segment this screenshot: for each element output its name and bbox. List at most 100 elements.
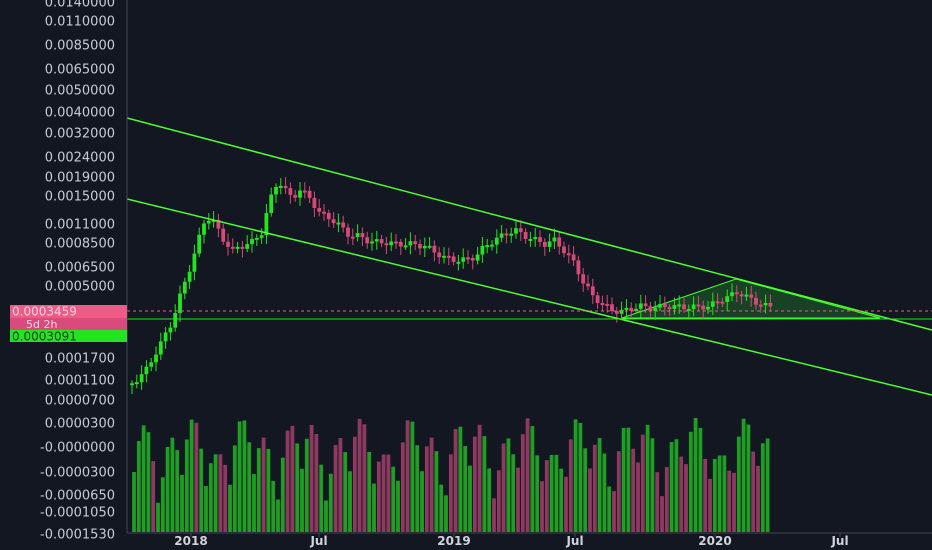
volume-bar (439, 484, 444, 532)
volume-bar (357, 418, 362, 532)
candle-body (499, 233, 504, 238)
volume-bar (741, 418, 746, 532)
x-tick-label: 2019 (437, 534, 470, 548)
candle-body (730, 292, 734, 297)
y-tick-label: 0.0000300 (45, 417, 115, 432)
x-axis-ticks[interactable]: 2018 Jul 2019 Jul 2020 Jul (174, 533, 849, 548)
candle-body (475, 254, 480, 261)
volume-bar (184, 439, 189, 532)
volume-bar (266, 448, 271, 532)
y-axis-ticks[interactable]: 0.0140000 0.0110000 0.0085000 0.0065000 0.00… (40, 0, 115, 543)
volume-bar (506, 438, 511, 532)
candle-body (254, 237, 259, 240)
candle-body (715, 301, 720, 304)
candle-body (346, 227, 350, 237)
y-tick-label: 0.0050000 (45, 84, 115, 99)
x-tick-label: Jul (565, 534, 583, 548)
candle-body (341, 222, 346, 228)
candle-body (533, 237, 538, 240)
volume-bar (415, 445, 420, 532)
candle-body (706, 306, 710, 310)
candle-body (691, 304, 696, 309)
volume-bar (698, 427, 703, 532)
candle-body (514, 228, 518, 234)
candle-body (427, 245, 432, 248)
candle-body (437, 252, 442, 258)
volume-bar (746, 424, 751, 532)
volume-bar (492, 498, 496, 532)
volume-bar (333, 445, 338, 532)
candle-body (326, 212, 331, 220)
candle-body (590, 286, 595, 296)
candle-body (701, 305, 706, 310)
trendlines (126, 117, 932, 396)
y-tick-label: -0.0000000 (40, 441, 115, 456)
volume-bar (170, 437, 175, 532)
y-tick-label: -0.0000650 (40, 489, 115, 504)
volume-bar (348, 471, 352, 532)
candle-body (226, 241, 230, 247)
volume-bar (156, 502, 160, 532)
volume-bar (199, 448, 204, 532)
candle-body (413, 241, 418, 245)
candle-body (394, 241, 398, 244)
volume-bar (708, 478, 712, 532)
candle-body (259, 235, 264, 238)
volume-bar (208, 463, 213, 532)
candle-body (542, 241, 547, 247)
y-tick-label: 0.0001100 (45, 374, 115, 389)
candle-body (317, 207, 322, 212)
volume-bar (468, 465, 472, 532)
y-tick-label: 0.0015000 (45, 190, 115, 205)
volume-bar (511, 454, 516, 532)
volume-bar (218, 454, 223, 532)
candle-body (187, 271, 192, 282)
y-tick-label: 0.0140000 (45, 0, 115, 11)
candle-body (734, 292, 739, 295)
upper-trendline (126, 117, 932, 331)
candle-body (466, 257, 470, 260)
volume-bar (583, 448, 588, 532)
y-tick-label: -0.0001530 (40, 528, 115, 543)
volume-bar (496, 470, 501, 532)
candle-body (216, 219, 221, 229)
candle-body (662, 304, 667, 308)
candle-body (168, 327, 173, 333)
volume-bar (132, 472, 136, 532)
volume-bars (132, 417, 770, 532)
y-tick-label: 0.0001700 (45, 352, 115, 367)
x-tick-label: Jul (309, 534, 327, 548)
volume-bar (645, 424, 650, 532)
candle-body (149, 362, 154, 367)
candle-body (158, 341, 163, 355)
candle-body (672, 305, 677, 309)
y-tick-label: 0.0000700 (45, 394, 115, 409)
candle-body (336, 222, 341, 225)
candle-body (240, 246, 245, 249)
volume-bar (228, 484, 232, 532)
candle-body (754, 297, 758, 305)
volume-bar (300, 468, 304, 532)
candle-body (250, 239, 254, 245)
volume-bar (540, 481, 544, 532)
volume-bar (223, 464, 228, 532)
candle-body (571, 254, 576, 261)
candle-body (581, 274, 586, 284)
candle-body (144, 366, 149, 375)
volume-bar (684, 464, 688, 532)
volume-bar (760, 443, 765, 532)
volume-bar (146, 432, 151, 532)
volume-bar (295, 443, 300, 532)
volume-bar (343, 452, 348, 532)
candle-body (360, 233, 365, 238)
candle-body (331, 219, 336, 224)
volume-bar (712, 458, 717, 532)
candle-body (643, 303, 648, 307)
volume-bar (376, 461, 381, 532)
volume-bar (434, 451, 439, 532)
candle-body (547, 241, 552, 247)
volume-bar (453, 429, 458, 532)
candle-body (634, 308, 638, 311)
volume-bar (276, 499, 280, 532)
